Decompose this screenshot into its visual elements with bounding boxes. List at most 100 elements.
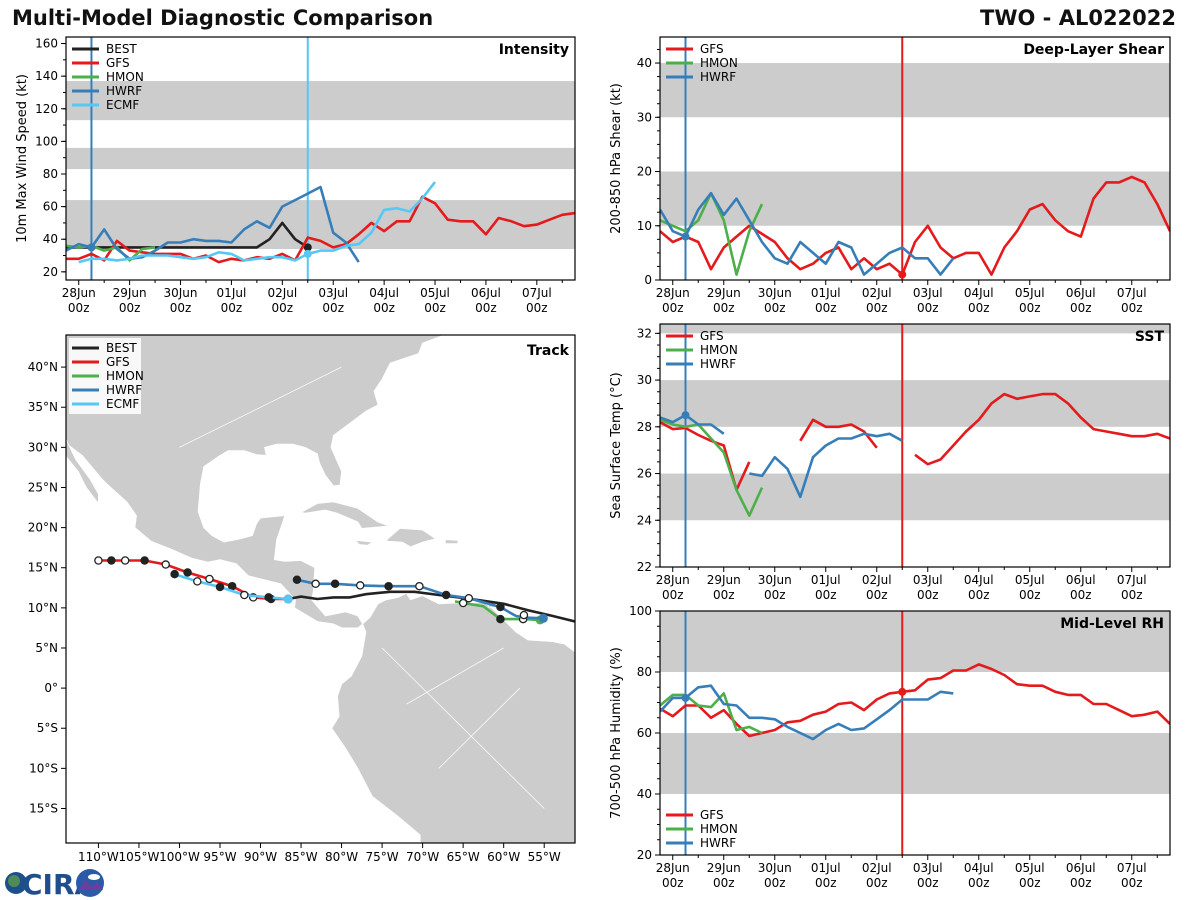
x-tick-label-day: 28Jun — [62, 286, 96, 300]
legend-label-best: BEST — [106, 42, 137, 56]
series-line-hwrf — [66, 185, 360, 263]
y-tick-label: 100 — [629, 604, 652, 618]
series-marker-hwrf — [87, 243, 96, 252]
y-tick-label: 40 — [43, 232, 58, 246]
lon-tick-label: 95°W — [203, 850, 236, 864]
track-position-marker — [215, 582, 225, 592]
x-tick-label-day: 28Jun — [656, 861, 690, 875]
x-tick-label-time: 00z — [475, 301, 497, 315]
land-north-america — [66, 335, 446, 629]
x-tick-label-time: 00z — [917, 588, 939, 602]
series-line-hmon — [660, 418, 764, 517]
y-tick-label: 160 — [35, 37, 58, 51]
lat-tick-label: 35°N — [28, 400, 58, 414]
land-baja — [66, 438, 99, 505]
x-tick-label-time: 00z — [764, 301, 786, 315]
track-position-marker — [458, 598, 468, 608]
x-tick-label-day: 02Jul — [267, 286, 297, 300]
y-tick-label: 20 — [637, 165, 652, 179]
x-tick-label-time: 00z — [1019, 301, 1041, 315]
track-panel: 40°N 35°N 30°N 25°N 20°N 15°N 10°N 5°N 0° 5°S 10°S… — [28, 334, 576, 864]
legend-label-hwrf: HWRF — [106, 84, 142, 98]
series-marker-gfs — [898, 270, 907, 279]
legend-label-gfs: GFS — [700, 808, 724, 822]
x-tick-label-day: 01Jul — [217, 286, 247, 300]
series-line-hwrf — [660, 413, 903, 499]
x-tick-label-day: 04Jul — [964, 573, 994, 587]
lon-tick-label: 75°W — [366, 850, 399, 864]
lat-tick-label: 20°N — [28, 521, 58, 535]
x-tick-label-day: 30Jun — [758, 286, 792, 300]
track-position-marker — [384, 581, 393, 591]
x-tick-label-day: 29Jun — [707, 573, 741, 587]
sst-plot-area — [660, 324, 1170, 567]
x-tick-label-day: 29Jun — [707, 286, 741, 300]
shaded-band — [660, 611, 1170, 672]
shaded-band — [66, 147, 575, 170]
x-tick-label-day: 04Jul — [369, 286, 399, 300]
x-tick-label-day: 06Jul — [1066, 286, 1096, 300]
x-tick-label-time: 00z — [815, 301, 837, 315]
x-tick-label-day: 04Jul — [964, 286, 994, 300]
panel-title: Track — [527, 343, 570, 359]
lon-tick-label: 65°W — [447, 850, 480, 864]
x-tick-label-time: 00z — [1121, 301, 1143, 315]
series-line-gfs — [660, 175, 1170, 276]
track-position-marker — [415, 581, 424, 591]
track-position-marker — [170, 569, 179, 579]
x-tick-label-day: 06Jul — [1066, 573, 1096, 587]
track-position-marker — [519, 610, 529, 620]
x-tick-label-time: 00z — [968, 588, 990, 602]
lon-tick-label: 105°W — [119, 850, 160, 864]
lat-tick-label: 40°N — [28, 360, 58, 374]
y-tick-label: 22 — [637, 560, 652, 574]
x-tick-label-day: 30Jun — [758, 861, 792, 875]
x-tick-label-time: 00z — [866, 876, 888, 890]
axes-frame — [659, 323, 1171, 568]
series-line-ecmf — [78, 181, 437, 264]
track-position-marker — [330, 579, 340, 589]
y-tick-label: 140 — [35, 69, 58, 83]
legend-label-hmon: HMON — [106, 70, 144, 84]
series-marker-ecmf — [303, 249, 312, 258]
x-tick-label-time: 00z — [119, 301, 141, 315]
x-tick-label-day: 01Jul — [811, 573, 841, 587]
y-axis-label: 10m Max Wind Speed (kt) — [15, 74, 30, 243]
panel-title: Mid-Level RH — [1060, 616, 1164, 632]
x-tick-label-time: 00z — [424, 301, 446, 315]
legend-label-gfs: GFS — [700, 42, 724, 56]
panel-title: Intensity — [499, 42, 569, 58]
land-jamaica — [354, 539, 374, 546]
shaded-band — [660, 171, 1170, 226]
land-south-america — [331, 592, 575, 843]
track-position-marker — [311, 579, 320, 589]
x-tick-label-day: 29Jun — [707, 861, 741, 875]
x-tick-label-day: 05Jul — [1015, 286, 1045, 300]
y-tick-label: 40 — [637, 56, 652, 70]
y-tick-label: 10 — [637, 219, 652, 233]
shaded-band — [660, 324, 1170, 334]
x-tick-label-time: 00z — [272, 301, 294, 315]
y-tick-label: 28 — [637, 420, 652, 434]
x-tick-label-time: 00z — [662, 588, 684, 602]
lon-tick-label: 55°W — [528, 850, 561, 864]
map-area — [66, 335, 575, 843]
x-tick-label-day: 01Jul — [811, 861, 841, 875]
lat-tick-label: 15°N — [28, 561, 58, 575]
x-tick-label-time: 00z — [815, 588, 837, 602]
legend-label-hwrf: HWRF — [700, 357, 736, 371]
country-border — [179, 366, 342, 448]
x-tick-label-time: 00z — [1070, 876, 1092, 890]
y-tick-label: 60 — [43, 200, 58, 214]
legend-label-hmon: HMON — [700, 822, 738, 836]
x-tick-label-time: 00z — [221, 301, 243, 315]
track-position-marker — [107, 556, 116, 565]
track-position-marker — [161, 560, 170, 569]
series-line-hmon — [66, 244, 156, 262]
x-tick-label-day: 28Jun — [656, 286, 690, 300]
legend-label-gfs: GFS — [106, 355, 130, 369]
y-tick-label: 20 — [43, 265, 58, 279]
